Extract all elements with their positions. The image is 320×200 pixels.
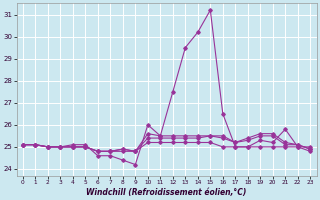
- X-axis label: Windchill (Refroidissement éolien,°C): Windchill (Refroidissement éolien,°C): [86, 188, 247, 197]
